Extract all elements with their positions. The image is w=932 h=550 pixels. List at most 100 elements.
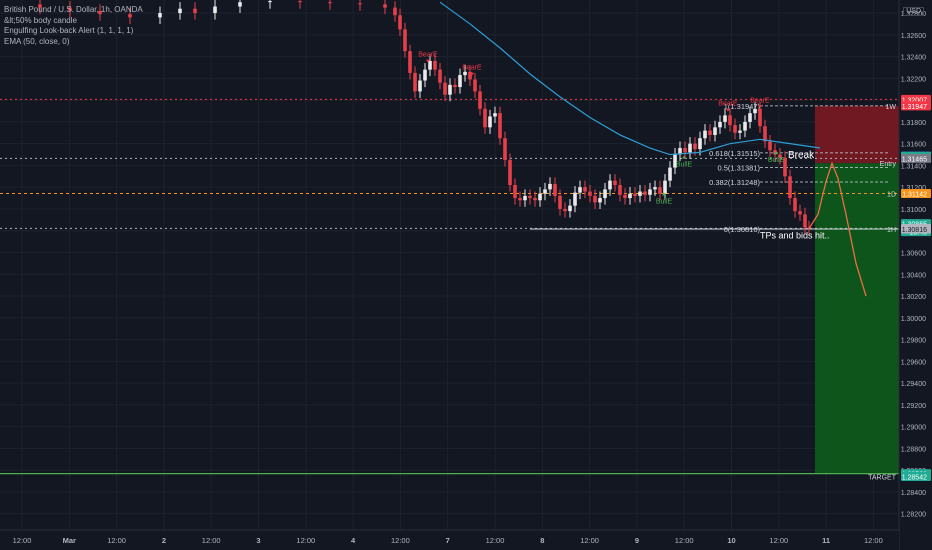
y-tick-label: 1.31400 xyxy=(901,163,926,170)
chart-legend: British Pound / U.S. Dollar, 1h, OANDA &… xyxy=(4,5,143,47)
signal-arrow-icon xyxy=(774,151,778,155)
candle-body xyxy=(593,195,597,203)
candle-body xyxy=(448,84,452,95)
candle-body xyxy=(663,180,667,194)
candle-body xyxy=(733,125,737,133)
candle-body xyxy=(678,148,682,155)
candle-body xyxy=(703,130,707,139)
candle-body xyxy=(738,130,742,133)
projected-path xyxy=(808,161,867,297)
candle-body xyxy=(128,14,132,18)
legend-symbol[interactable]: British Pound / U.S. Dollar, 1h, OANDA xyxy=(4,5,143,14)
candle-body xyxy=(533,198,537,201)
break-annotation: Break xyxy=(788,150,815,161)
candle-body xyxy=(693,143,697,150)
price-axis-bg xyxy=(899,0,932,550)
candle-body xyxy=(328,2,332,4)
candle-body xyxy=(573,192,577,206)
candle-body xyxy=(478,91,482,109)
legend-indicator-ema[interactable]: EMA (50, close, 0) xyxy=(4,36,70,46)
signal-label: BullE xyxy=(656,199,673,206)
x-tick-label: 7 xyxy=(446,536,450,545)
y-tick-label: 1.28800 xyxy=(901,446,926,453)
candle-body xyxy=(608,180,612,190)
ema-line xyxy=(439,1,821,156)
x-tick-label: 3 xyxy=(256,536,260,545)
fib-label: 1(1.31947) xyxy=(724,102,761,111)
candle-body xyxy=(503,138,507,160)
candle-body xyxy=(553,183,557,196)
x-tick-label: 12:00 xyxy=(675,536,694,545)
candle-body xyxy=(523,195,527,201)
candle-body xyxy=(398,15,402,30)
candle-body xyxy=(728,115,732,126)
price-badge-label: 1.28542 xyxy=(902,474,927,481)
y-tick-label: 1.32400 xyxy=(901,55,926,62)
y-tick-label: 1.31600 xyxy=(901,142,926,149)
candle-body xyxy=(428,60,432,70)
candle-body xyxy=(563,208,567,212)
candle-body xyxy=(623,194,627,199)
candle-body xyxy=(418,80,422,92)
candle-body xyxy=(613,180,617,186)
x-tick-label: 2 xyxy=(162,536,166,545)
price-badge xyxy=(901,153,931,163)
y-tick-label: 1.29000 xyxy=(901,425,926,432)
signal-arrow-icon xyxy=(726,108,730,112)
candle-body xyxy=(708,130,712,135)
candle-body xyxy=(463,71,467,76)
y-tick-label: 1.31000 xyxy=(901,207,926,214)
candle-body xyxy=(508,159,512,186)
candle-body xyxy=(413,72,417,92)
y-tick-label: 1.29400 xyxy=(901,381,926,388)
tps-annotation: TPs and bids hit.. xyxy=(760,230,830,240)
x-tick-label: 9 xyxy=(635,536,639,545)
signal-arrow-icon xyxy=(470,72,474,76)
candle-body xyxy=(618,185,622,195)
candle-body xyxy=(298,1,302,3)
candle-body xyxy=(438,69,442,83)
candle-body xyxy=(488,116,492,128)
price-badge xyxy=(901,471,931,481)
legend-indicator-engulfing[interactable]: Engulfing Look-back Alert (1, 1, 1, 1) xyxy=(4,26,134,35)
candle-body xyxy=(493,113,497,117)
signal-arrow-icon xyxy=(662,192,666,196)
legend-indicator-body-candle[interactable]: &lt;50% body candle xyxy=(4,15,77,25)
candle-body xyxy=(783,157,787,177)
candle-body xyxy=(668,167,672,181)
candle-body xyxy=(798,211,802,215)
time-axis-bg xyxy=(0,530,899,550)
currency-label[interactable]: USD xyxy=(903,7,924,16)
y-tick-label: 1.32200 xyxy=(901,76,926,83)
signal-arrow-icon xyxy=(426,59,430,63)
level-label-1h: 1H xyxy=(887,227,896,234)
signal-arrow-icon xyxy=(758,105,762,109)
price-badge-label: 1.30816 xyxy=(902,227,927,234)
price-badge xyxy=(901,188,931,198)
y-tick-label: 1.30600 xyxy=(901,250,926,257)
candle-body xyxy=(773,150,777,155)
candle-body xyxy=(408,51,412,73)
y-tick-label: 1.28400 xyxy=(901,490,926,497)
candle-body xyxy=(468,71,472,80)
candle-body xyxy=(713,127,717,135)
candle-body xyxy=(718,121,722,128)
candle-body xyxy=(603,189,607,199)
candle-body xyxy=(723,115,727,122)
candle-body xyxy=(483,108,487,128)
x-tick-label: 10 xyxy=(727,536,735,545)
candle-body xyxy=(193,8,197,14)
y-tick-label: 1.31200 xyxy=(901,185,926,192)
candle-body xyxy=(268,1,272,3)
y-tick-label: 1.30400 xyxy=(901,272,926,279)
y-tick-label: 1.29800 xyxy=(901,338,926,345)
signal-label: BearE xyxy=(718,101,738,108)
candle-body xyxy=(518,198,522,201)
candle-body xyxy=(698,138,702,150)
x-tick-label: 12:00 xyxy=(864,536,883,545)
price-badge xyxy=(901,224,931,234)
candle-body xyxy=(633,193,637,196)
signal-label: BearE xyxy=(462,65,482,72)
candle-body xyxy=(638,191,642,196)
